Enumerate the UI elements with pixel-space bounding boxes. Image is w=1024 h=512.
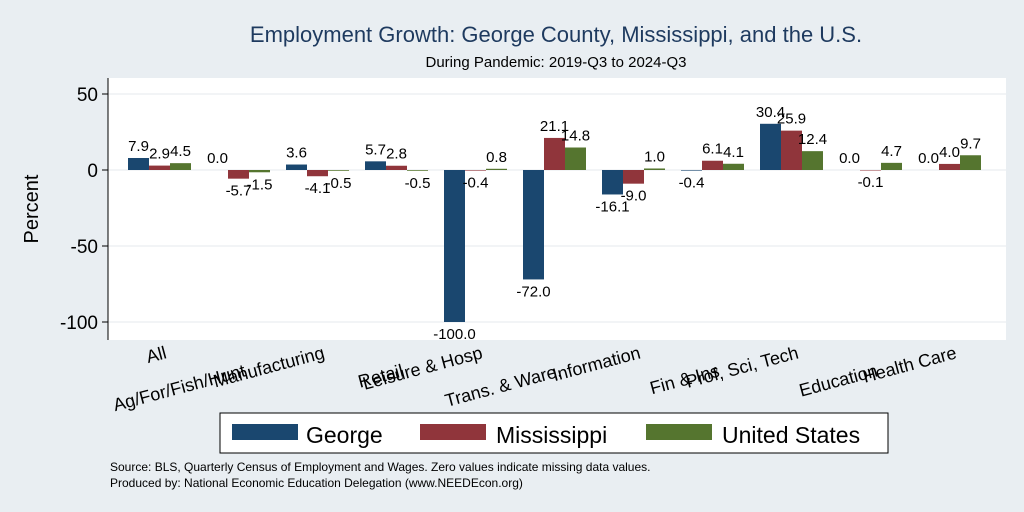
legend-label: George (306, 422, 383, 448)
bar-united-states (170, 163, 191, 170)
data-label: 6.1 (702, 141, 723, 158)
legend-label: Mississippi (496, 422, 607, 448)
y-tick-label: 0 (87, 161, 98, 182)
data-label: 12.4 (798, 131, 827, 148)
bars (128, 123, 981, 322)
y-tick-label: -100 (60, 313, 98, 334)
data-label: -72.0 (516, 283, 550, 300)
y-tick-label: -50 (71, 237, 98, 258)
bar-mississippi (702, 160, 723, 170)
x-tick-label: Information (550, 343, 642, 386)
x-tick-label: All (144, 343, 169, 367)
y-axis: 50 0 -50 -100 (60, 78, 109, 340)
bar-mississippi (544, 137, 565, 170)
data-label: 2.9 (149, 146, 170, 163)
source-note: Source: BLS, Quarterly Census of Employm… (110, 460, 651, 474)
bar-mississippi (228, 170, 249, 179)
y-axis-title: Percent (21, 174, 43, 243)
legend-swatch-mississippi (420, 424, 486, 440)
x-tick-label: Prof, Sci, Tech (684, 343, 801, 392)
data-label: 21.1 (540, 118, 569, 135)
data-label: -0.5 (405, 175, 431, 192)
bar-mississippi (939, 163, 960, 170)
bar-united-states (565, 147, 586, 170)
bar-george (444, 170, 465, 322)
bar-mississippi (386, 165, 407, 170)
bar-united-states (328, 170, 349, 171)
data-label: 2.8 (386, 146, 407, 163)
bar-george (286, 164, 307, 170)
data-label: 0.0 (839, 150, 860, 167)
data-label: 30.4 (756, 104, 785, 121)
data-label: 4.1 (723, 144, 744, 161)
data-label: -0.1 (858, 174, 884, 191)
chart-subtitle: During Pandemic: 2019-Q3 to 2024-Q3 (426, 54, 687, 71)
data-label: -100.0 (433, 326, 476, 343)
bar-united-states (960, 155, 981, 170)
data-label: 0.0 (918, 150, 939, 167)
x-tick-label: Manufacturing (211, 343, 326, 392)
data-label: -0.4 (463, 175, 489, 192)
chart-title: Employment Growth: George County, Missis… (250, 22, 862, 47)
data-label: 4.7 (881, 143, 902, 160)
bar-mississippi (149, 165, 170, 170)
data-label: 0.8 (486, 149, 507, 166)
legend: George Mississippi United States (219, 412, 889, 454)
data-label: -4.1 (305, 180, 331, 197)
bar-united-states (881, 162, 902, 170)
bar-united-states (407, 170, 428, 171)
data-label: 7.9 (128, 138, 149, 155)
data-label: -16.1 (595, 198, 629, 215)
data-labels: 7.9 2.9 4.5 0.0-5.7-1.53.6-4.1-0.55.7 2.8-0.… (128, 104, 981, 343)
bar-united-states (486, 168, 507, 170)
data-label: -5.7 (226, 183, 252, 200)
bar-united-states (723, 163, 744, 170)
bar-george (602, 170, 623, 195)
data-label: 1.0 (644, 148, 665, 165)
data-label: -1.5 (247, 176, 273, 193)
bar-mississippi (781, 130, 802, 170)
data-label: -9.0 (621, 188, 647, 205)
bar-mississippi (307, 170, 328, 177)
legend-swatch-united-states (646, 424, 712, 440)
y-tick-label: 50 (77, 85, 98, 106)
plot-area (108, 78, 1006, 340)
bar-george (681, 170, 702, 171)
bar-george (128, 157, 149, 170)
bar-george (365, 161, 386, 170)
bar-george (760, 123, 781, 170)
data-label: -0.4 (679, 175, 705, 192)
data-label: 4.0 (939, 144, 960, 161)
data-label: 4.5 (170, 143, 191, 160)
data-label: 9.7 (960, 135, 981, 152)
legend-swatch-george (232, 424, 298, 440)
data-label: 14.8 (561, 128, 590, 145)
data-label: 0.0 (207, 150, 228, 167)
produced-by-note: Produced by: National Economic Education… (110, 476, 523, 490)
data-label: 25.9 (777, 111, 806, 128)
bar-george (523, 170, 544, 280)
bar-mississippi (860, 170, 881, 171)
x-tick-label: Health Care (861, 343, 959, 387)
bar-mississippi (465, 170, 486, 171)
data-label: -0.5 (326, 175, 352, 192)
legend-box (219, 412, 889, 454)
data-label: 3.6 (286, 145, 307, 162)
bar-united-states (249, 170, 270, 173)
legend-label: United States (722, 422, 860, 448)
bar-united-states (802, 151, 823, 170)
data-label: 5.7 (365, 141, 386, 158)
bar-mississippi (623, 170, 644, 184)
bar-united-states (644, 168, 665, 170)
